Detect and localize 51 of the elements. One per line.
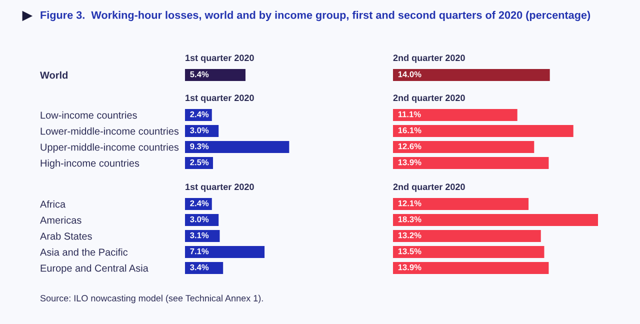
data-label: 2.5% — [190, 159, 209, 166]
bar — [185, 262, 224, 274]
bar — [393, 125, 574, 137]
source-note: Source: ILO nowcasting model (see Technical Annex 1). — [40, 294, 263, 304]
data-label: 13.5% — [398, 248, 422, 254]
data-label: 3.4% — [190, 264, 209, 270]
data-label: 12.6% — [398, 143, 422, 150]
y-tick-label: Africa — [40, 200, 66, 208]
data-label: 18.3% — [398, 216, 422, 222]
data-label: 3.1% — [190, 232, 209, 238]
y-tick-label: Low-income countries — [40, 111, 137, 119]
data-label: 13.2% — [398, 232, 422, 238]
y-tick-label: Upper-middle-income countries — [40, 143, 179, 153]
data-label: 14.0% — [398, 71, 422, 78]
bar — [393, 141, 534, 153]
data-label: 11.1% — [398, 111, 421, 118]
bar — [185, 141, 290, 153]
y-tick-label: Americas — [40, 216, 82, 224]
data-label: 3.0% — [190, 127, 209, 134]
data-label: 16.1% — [398, 127, 422, 134]
chart-subtitle: 1st quarter 2020 — [186, 94, 254, 103]
y-tick-label: World — [40, 71, 68, 79]
bar — [393, 246, 544, 258]
bar — [393, 157, 549, 169]
bar — [393, 214, 598, 226]
chart-subtitle: 2nd quarter 2020 — [393, 94, 465, 103]
bar — [393, 109, 518, 121]
chart-subtitle: 1st quarter 2020 — [186, 184, 254, 192]
y-tick-label: Arab States — [40, 232, 92, 240]
bar — [393, 262, 549, 274]
y-tick-label: High-income countries — [40, 159, 140, 169]
chart-subtitle: 2nd quarter 2020 — [393, 183, 465, 192]
y-tick-label: Asia and the Pacific — [40, 248, 128, 256]
bar — [185, 246, 265, 258]
data-label: 5.4% — [190, 71, 209, 78]
data-label: 2.4% — [190, 200, 209, 206]
data-label: 13.9% — [398, 264, 422, 270]
y-tick-label: Europe and Central Asia — [40, 264, 148, 274]
bar — [393, 230, 541, 242]
data-label: 13.9% — [398, 159, 422, 166]
data-label: 7.1% — [190, 248, 209, 254]
data-label: 3.0% — [190, 216, 209, 222]
y-tick-label: Lower-middle-income countries — [40, 127, 179, 135]
bar — [393, 198, 529, 210]
text: Figure 3. Working-hour losses, world and by income group, first and second quarters of 2020 (percentage) — [40, 10, 590, 22]
text: 2nd quarter 2020 — [393, 54, 465, 63]
bar — [185, 230, 220, 242]
data-label: 12.1% — [398, 200, 422, 206]
data-label: 2.4% — [190, 111, 209, 118]
text: 1st quarter 2020 — [186, 54, 254, 63]
data-label: 9.3% — [190, 143, 209, 150]
